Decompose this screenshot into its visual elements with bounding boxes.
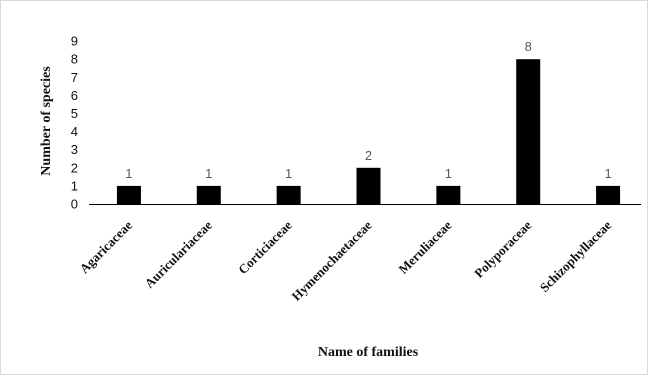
x-tick-label: Auriculariaceae	[142, 217, 216, 291]
bar	[356, 167, 381, 204]
y-tick-label: 0	[71, 197, 78, 212]
y-tick-label: 3	[71, 142, 78, 157]
bar	[276, 185, 301, 204]
y-tick-label: 5	[71, 106, 78, 121]
y-tick-label: 2	[71, 160, 78, 175]
y-tick-label: 6	[71, 88, 78, 103]
data-label: 2	[365, 148, 372, 163]
y-tick-label: 4	[71, 124, 78, 139]
y-tick-label: 9	[71, 34, 78, 49]
bar	[116, 185, 141, 204]
data-label: 1	[205, 166, 212, 181]
y-axis-title: Number of species	[39, 66, 54, 176]
data-labels: 1 1 1 2 1 8 1	[125, 39, 611, 181]
bar	[196, 185, 221, 204]
y-tick-label: 8	[71, 52, 78, 67]
x-tick-label: Hymenochaetaceae	[288, 217, 374, 303]
y-axis-ticks: 0 1 2 3 4 5 6 7 8 9	[71, 34, 78, 212]
x-tick-label: Agaricaceae	[76, 217, 135, 276]
y-tick-label: 7	[71, 70, 78, 85]
x-tick-label: Polyporaceae	[471, 217, 534, 280]
data-label: 1	[604, 166, 611, 181]
bar	[596, 185, 621, 204]
bar	[436, 185, 461, 204]
y-tick-label: 1	[71, 178, 78, 193]
x-axis-ticks: Agaricaceae Auriculariaceae CorticiaceaeHy…	[76, 217, 614, 303]
data-label: 1	[445, 166, 452, 181]
x-tick-label: Meruliaceae	[395, 217, 454, 276]
data-label: 1	[285, 166, 292, 181]
data-label: 1	[125, 166, 132, 181]
data-label: 8	[525, 39, 532, 54]
x-tick-label: Schizophyllaceae	[537, 217, 615, 295]
x-axis-title: Name of families	[318, 345, 419, 360]
bar	[516, 59, 541, 205]
x-tick-label: Corticiaceae	[235, 217, 295, 277]
bars	[116, 59, 621, 205]
